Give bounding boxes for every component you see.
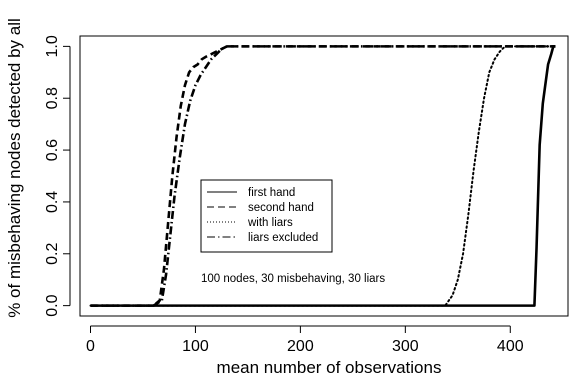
y-tick-label: 0.0 [44,294,61,316]
legend-label: first hand [248,187,295,199]
x-tick-label: 200 [287,338,314,355]
x-tick-label: 100 [182,338,209,355]
x-axis: 0 100 200 300 400 [86,325,524,355]
y-tick-label: 0.6 [44,139,61,161]
legend-label: with liars [247,217,293,229]
chart-annotation: 100 nodes, 30 misbehaving, 30 liars [201,273,385,285]
x-tick-label: 0 [86,338,95,355]
legend-label: second hand [248,202,314,214]
series-line-second-hand [90,45,556,307]
y-axis: 0.0 0.2 0.4 0.6 0.8 1.0 [44,35,71,317]
x-tick-label: 400 [497,338,524,355]
plot-border [79,35,569,317]
x-axis-title: mean number of observations [217,358,442,377]
x-tick-label: 300 [392,338,419,355]
series-line-with-liars [89,45,557,307]
legend: first hand second hand with liars liars exc… [200,179,333,253]
legend-label: liars excluded [248,232,318,244]
y-axis-title: % of misbehaving nodes detected by all [5,18,24,318]
y-tick-label: 0.2 [44,243,61,265]
y-tick-label: 1.0 [44,35,61,57]
series-line-liars-excluded [90,45,556,307]
series-layer [89,45,557,307]
legend-items: first hand second hand with liars liars exc… [207,187,318,244]
y-tick-label: 0.4 [44,191,61,213]
y-tick-label: 0.8 [44,87,61,109]
plot-frame [79,35,569,317]
